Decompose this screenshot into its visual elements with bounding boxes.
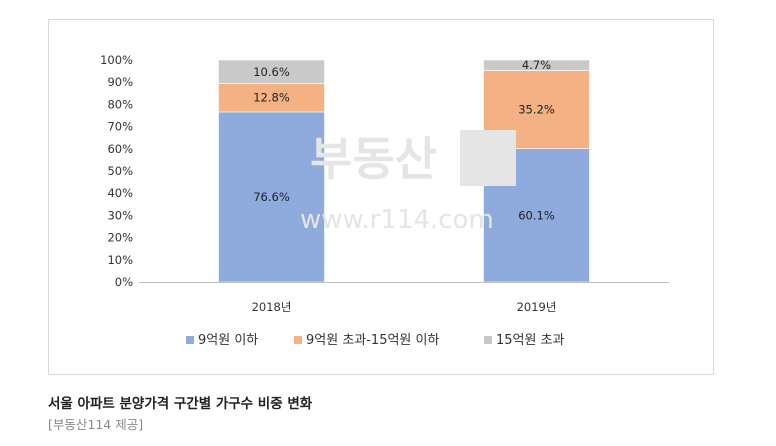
legend-swatch [484, 336, 492, 344]
chart-frame: 0% 10% 20% 30% 40% 50% 60% 70% 80% 90% 100% 76.6% 12… [48, 19, 714, 375]
data-label: 76.6% [253, 190, 290, 204]
y-tick-label: 40% [107, 186, 133, 200]
legend-label: 15억원 초과 [496, 333, 565, 348]
bar-segment [483, 59, 590, 71]
data-label: 4.7% [522, 58, 551, 72]
bar-segment [218, 83, 325, 113]
x-tick-label: 2018년 [252, 300, 292, 314]
y-tick-label: 30% [107, 208, 133, 222]
x-tick-label: 2019년 [517, 300, 557, 314]
y-tick-label: 10% [107, 253, 133, 267]
chart-caption: 서울 아파트 분양가격 구간별 가구수 비중 변화 [48, 396, 313, 412]
y-tick-label: 0% [115, 275, 133, 289]
y-tick-label: 50% [107, 164, 133, 178]
data-label: 10.6% [253, 65, 290, 79]
source-credit: [부동산114 제공] [48, 417, 144, 432]
data-label: 60.1% [518, 208, 555, 222]
y-tick-label: 90% [107, 75, 133, 89]
legend-swatch [186, 336, 194, 344]
legend-swatch [294, 336, 302, 344]
y-tick-label: 80% [107, 97, 133, 111]
y-tick-label: 20% [107, 231, 133, 245]
legend-label: 9억원 초과-15억원 이하 [306, 333, 439, 348]
y-tick-label: 100% [100, 53, 133, 67]
legend-label: 9억원 이하 [198, 333, 258, 348]
data-label: 12.8% [253, 91, 290, 105]
data-label: 35.2% [518, 103, 555, 117]
y-tick-label: 60% [107, 142, 133, 156]
bar-segment [218, 111, 325, 283]
y-tick-label: 70% [107, 120, 133, 134]
bar-segment [218, 59, 325, 84]
stacked-bar-chart: 0% 10% 20% 30% 40% 50% 60% 70% 80% 90% 100% 76.6% 12… [100, 53, 669, 348]
